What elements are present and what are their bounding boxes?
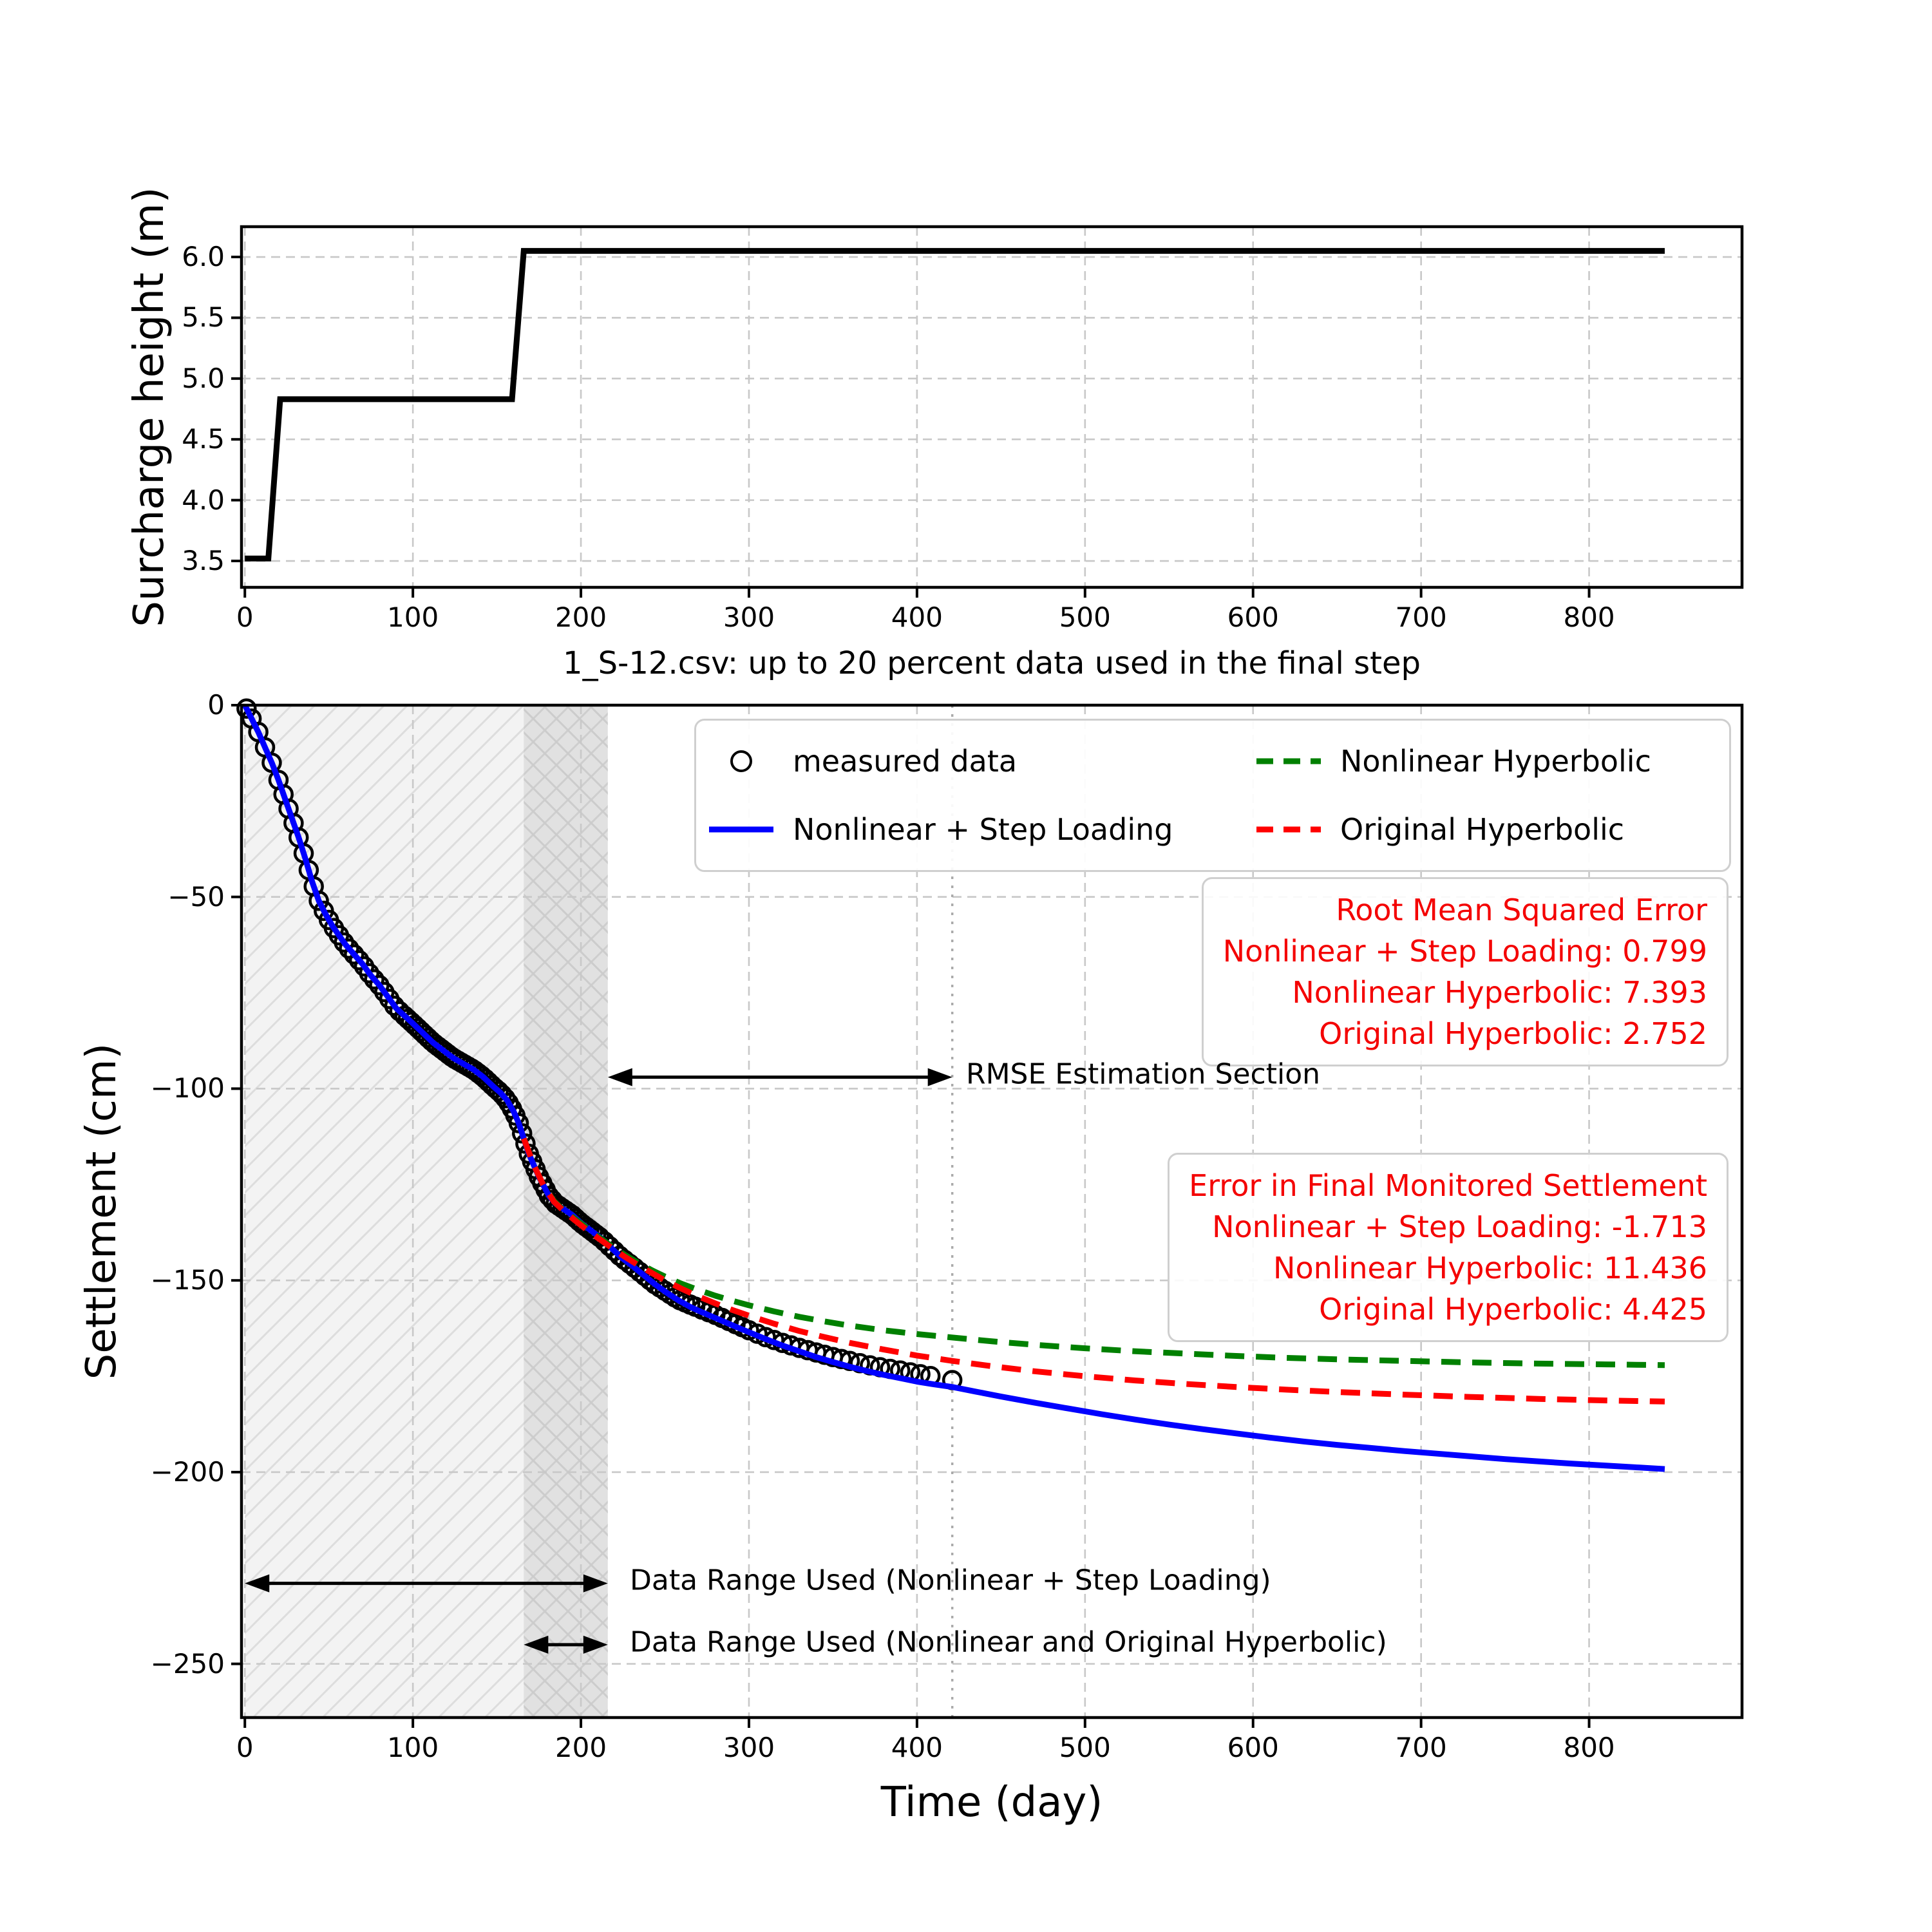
- error-nonlinear-hyperbolic: Nonlinear Hyperbolic: 11.436: [1273, 1251, 1707, 1285]
- settlement-y-tick-label: −200: [150, 1455, 225, 1488]
- legend-label-step-loading: Nonlinear + Step Loading: [793, 812, 1173, 847]
- legend-label-measured: measured data: [793, 744, 1018, 779]
- rmse-box: Root Mean Squared Error Nonlinear + Step…: [1201, 877, 1728, 1066]
- green-dashed-line-icon: [1256, 757, 1321, 766]
- legend-label-nonlinear-hyperbolic: Nonlinear Hyperbolic: [1340, 744, 1651, 779]
- settlement-axes-spine: [240, 703, 1744, 1719]
- settlement-x-tick-label: 600: [1227, 1732, 1279, 1763]
- settlement-x-tick-label: 200: [554, 1732, 607, 1763]
- settlement-x-tick-label: 700: [1395, 1732, 1447, 1763]
- arrow-head-left: [607, 1068, 632, 1086]
- rmse-section-label: RMSE Estimation Section: [966, 1057, 1321, 1091]
- surcharge-y-tick-label: 3.5: [182, 545, 225, 577]
- settlement-x-tick-label: 100: [387, 1732, 439, 1763]
- surcharge-y-tick-label: 4.0: [182, 484, 225, 516]
- surcharge-x-tick-label: 400: [891, 601, 943, 633]
- final-error-box: Error in Final Monitored Settlement Nonl…: [1168, 1153, 1728, 1342]
- error-box-title: Error in Final Monitored Settlement: [1189, 1168, 1707, 1203]
- x-axis-label: Time (day): [880, 1779, 1103, 1826]
- measured-point: [348, 950, 370, 971]
- data-range-hyperbolic-label: Data Range Used (Nonlinear and Original …: [630, 1625, 1387, 1659]
- arrow-head-left: [524, 1635, 549, 1654]
- series-surcharge-height: [245, 248, 1665, 562]
- settlement-x-tick-label: 0: [236, 1732, 254, 1763]
- error-step-loading: Nonlinear + Step Loading: -1.713: [1212, 1209, 1707, 1244]
- surcharge-y-tick-label: 6.0: [182, 241, 225, 272]
- measured-point: [359, 963, 380, 983]
- settlement-y-tick-label: −250: [150, 1647, 225, 1680]
- measured-point: [261, 752, 282, 773]
- arrow-head-left: [245, 1574, 270, 1593]
- surcharge-x-tick-label: 300: [723, 601, 775, 633]
- blue-solid-line-icon: [709, 825, 773, 834]
- settlement-x-tick-label: 400: [891, 1732, 943, 1763]
- surcharge-x-tick-label: 600: [1227, 601, 1279, 633]
- measured-point: [344, 944, 365, 965]
- surcharge-y-tick-label: 4.5: [182, 423, 225, 455]
- measured-point: [485, 1077, 506, 1099]
- rmse-step-loading: Nonlinear + Step Loading: 0.799: [1222, 934, 1707, 969]
- measured-point: [334, 932, 354, 953]
- legend-item-step-loading: Nonlinear + Step Loading: [709, 812, 1256, 847]
- legend: measured data Nonlinear Hyperbolic Nonli…: [694, 719, 1731, 872]
- legend-item-nonlinear-hyperbolic: Nonlinear Hyperbolic: [1256, 744, 1716, 779]
- rmse-nonlinear-hyperbolic: Nonlinear Hyperbolic: 7.393: [1292, 975, 1707, 1010]
- legend-item-original-hyperbolic: Original Hyperbolic: [1256, 812, 1716, 847]
- surcharge-y-tick-label: 5.5: [182, 301, 225, 334]
- legend-item-measured: measured data: [709, 744, 1256, 779]
- measured-point: [495, 1088, 516, 1109]
- error-original-hyperbolic: Original Hyperbolic: 4.425: [1319, 1292, 1707, 1327]
- settlement-x-tick-label: 800: [1563, 1732, 1615, 1763]
- surcharge-x-tick-label: 700: [1395, 601, 1447, 633]
- surcharge-x-tick-label: 800: [1563, 601, 1615, 633]
- settlement-y-tick-label: −150: [150, 1264, 225, 1296]
- measured-point: [339, 938, 359, 959]
- red-dashed-line-icon: [1256, 825, 1321, 834]
- surcharge-x-tick-label: 0: [236, 601, 254, 633]
- settlement-x-tick-label: 300: [723, 1732, 775, 1763]
- bottom-chart-title: 1_S-12.csv: up to 20 percent data used i…: [563, 645, 1421, 681]
- legend-label-original-hyperbolic: Original Hyperbolic: [1340, 812, 1625, 847]
- measured-point: [364, 969, 384, 990]
- settlement-x-tick-label: 500: [1059, 1732, 1111, 1763]
- arrow-head-right: [927, 1068, 952, 1086]
- surcharge-axes-spine: [240, 225, 1744, 589]
- settlement-y-tick-label: −50: [167, 880, 225, 913]
- surcharge-x-tick-label: 100: [387, 601, 439, 633]
- measured-data-marker-icon: [709, 750, 773, 772]
- settlement-y-tick-label: −100: [150, 1072, 225, 1104]
- arrow-head-right: [583, 1635, 608, 1654]
- surcharge-x-tick-label: 200: [554, 601, 607, 633]
- data-range-step-loading-label: Data Range Used (Nonlinear + Step Loadin…: [630, 1564, 1271, 1597]
- surcharge-x-tick-label: 500: [1059, 601, 1111, 633]
- settlement-y-tick-label: 0: [207, 689, 225, 721]
- measured-point: [236, 698, 257, 719]
- arrow-head-right: [583, 1574, 608, 1593]
- rmse-box-title: Root Mean Squared Error: [1336, 893, 1707, 927]
- surcharge-y-tick-label: 5.0: [182, 362, 225, 394]
- rmse-original-hyperbolic: Original Hyperbolic: 2.752: [1319, 1016, 1707, 1051]
